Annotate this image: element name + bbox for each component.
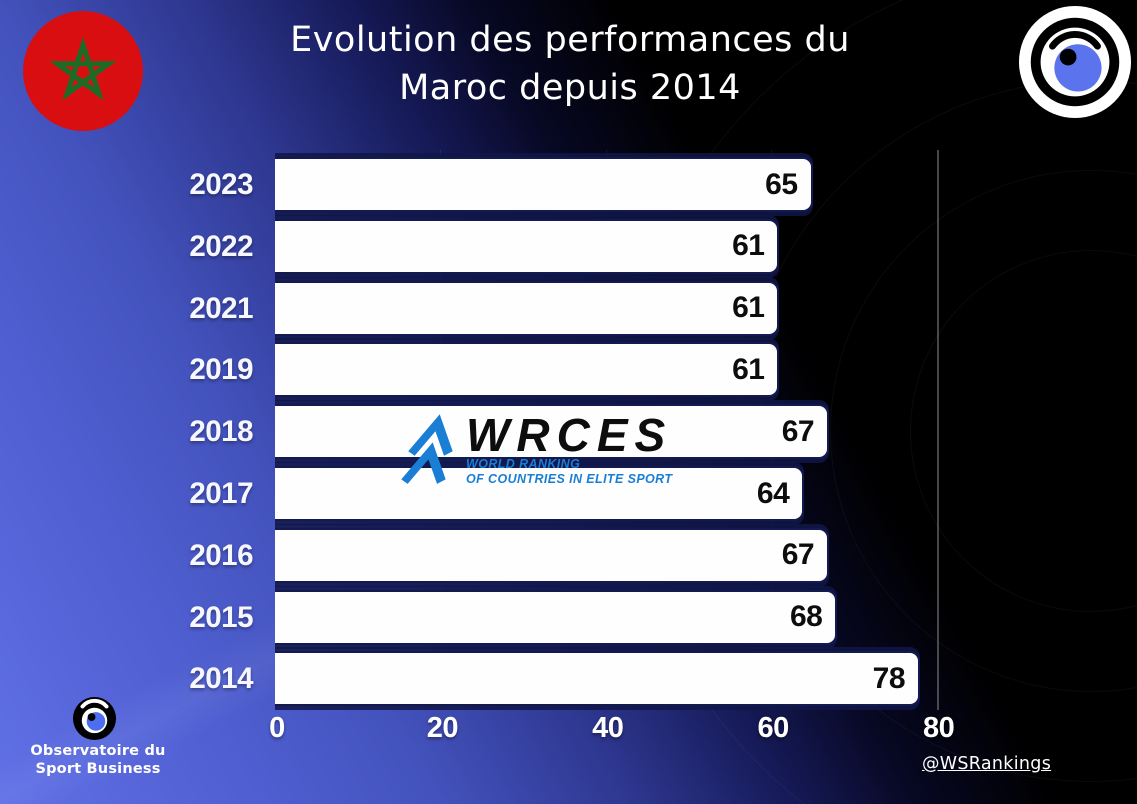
bar-value-2023: 65 <box>765 167 798 201</box>
wrces-tagline-1: WORLD RANKING <box>466 457 581 471</box>
bar-2022: 61 <box>275 218 780 274</box>
bar-row-2019: 2019 61 <box>0 342 1137 398</box>
wrces-tagline-2: OF COUNTRIES IN ELITE SPORT <box>466 471 673 486</box>
bar-2017: 64 <box>275 466 805 521</box>
bar-row-2018: 2018 67 <box>0 404 1137 460</box>
observatoire-line-2: Sport Business <box>35 761 161 777</box>
bar-2019: 61 <box>275 342 780 398</box>
bar-2018: 67 <box>275 404 830 460</box>
bar-2016: 67 <box>275 527 830 583</box>
x-axis-tick-80: 80 <box>922 712 955 744</box>
observatoire-line-1: Observatoire du <box>30 743 166 759</box>
bar-value-2022: 61 <box>732 229 765 263</box>
bar-value-2016: 67 <box>781 538 815 572</box>
observatoire-label: Observatoire du Sport Business <box>14 742 182 778</box>
observatoire-eye-icon <box>72 696 117 746</box>
bar-row-2021: 2021 61 <box>0 280 1137 336</box>
bar-value-2018: 67 <box>781 414 815 448</box>
social-handle-link[interactable]: @WSRankings <box>922 754 1052 774</box>
x-axis-tick-20: 20 <box>426 712 459 744</box>
bar-row-2023: 2023 65 <box>0 157 1137 212</box>
bar-2015: 68 <box>275 589 838 645</box>
wrces-chevrons-icon <box>401 414 453 484</box>
bar-row-2017: 2017 64 <box>0 466 1137 521</box>
morocco-flag-icon <box>21 9 145 138</box>
x-axis-tick-0: 0 <box>269 712 285 744</box>
category-label-2014: 2014 <box>189 662 253 696</box>
category-label-2017: 2017 <box>189 477 253 510</box>
bar-value-2019: 61 <box>732 352 765 386</box>
category-label-2015: 2015 <box>189 600 253 634</box>
page-title: Evolution des performances du Maroc depu… <box>230 16 910 112</box>
title-line-2: Maroc depuis 2014 <box>399 68 741 108</box>
category-label-2022: 2022 <box>189 229 253 263</box>
bar-2023: 65 <box>275 157 813 212</box>
category-label-2018: 2018 <box>189 415 253 449</box>
wrces-wordmark: WRCES <box>466 409 673 461</box>
gridline-x-80 <box>936 150 939 710</box>
x-axis-tick-60: 60 <box>757 712 790 744</box>
x-axis-tick-40: 40 <box>592 712 624 744</box>
bar-value-2015: 68 <box>789 600 823 634</box>
wrces-logo: WRCES WORLD RANKING OF COUNTRIES IN ELIT… <box>400 409 673 487</box>
bar-row-2015: 2015 68 <box>0 589 1137 645</box>
bar-2014: 78 <box>275 651 921 707</box>
bar-row-2014: 2014 78 <box>0 651 1137 707</box>
category-label-2021: 2021 <box>189 291 253 325</box>
eye-logo-icon <box>1016 3 1134 126</box>
category-label-2019: 2019 <box>189 353 253 387</box>
bar-2021: 61 <box>275 280 780 336</box>
bar-value-2021: 61 <box>732 291 765 325</box>
category-label-2016: 2016 <box>189 538 253 572</box>
bar-row-2016: 2016 67 <box>0 527 1137 583</box>
bar-value-2017: 64 <box>756 476 790 510</box>
title-line-1: Evolution des performances du <box>290 20 850 60</box>
category-label-2023: 2023 <box>189 168 253 201</box>
bar-row-2022: 2022 61 <box>0 218 1137 274</box>
bar-value-2014: 78 <box>872 661 906 695</box>
